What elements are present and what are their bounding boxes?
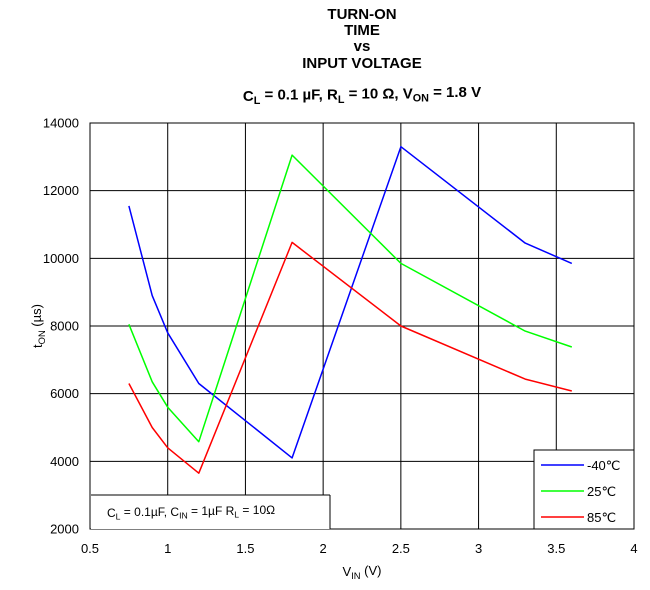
y-tick-label: 8000 — [50, 319, 79, 334]
series-group — [128, 145, 573, 474]
x-tick-label: 2.5 — [392, 541, 410, 556]
legend-label-0: -40℃ — [587, 458, 620, 473]
y-tick-labels: 2000 4000 6000 8000 10000 12000 14000 — [43, 116, 79, 537]
y-tick-label: 2000 — [50, 522, 79, 537]
x-tick-label: 1 — [164, 541, 171, 556]
legend-label-2: 85℃ — [587, 510, 616, 525]
y-tick-label: 14000 — [43, 116, 79, 131]
legend: -40℃ 25℃ 85℃ — [533, 449, 635, 530]
conditions-note-text: CL = 0.1µF, CIN = 1µF RL = 10Ω — [107, 503, 275, 522]
series-line-2 — [128, 241, 572, 474]
x-tick-label: 0.5 — [81, 541, 99, 556]
title-line-1: TURN-ON — [327, 6, 396, 23]
grid — [90, 123, 634, 529]
y-tick-label: 4000 — [50, 454, 79, 469]
y-tick-label: 6000 — [50, 386, 79, 401]
x-tick-labels: 0.5 1 1.5 2 2.5 3 3.5 4 — [81, 541, 638, 556]
legend-box — [533, 449, 635, 530]
x-tick-label: 4 — [630, 541, 637, 556]
series-line-0 — [128, 145, 573, 459]
x-tick-label: 1.5 — [236, 541, 254, 556]
y-tick-label: 12000 — [43, 183, 79, 198]
note-box — [91, 495, 330, 529]
conditions-note: CL = 0.1µF, CIN = 1µF RL = 10Ω — [91, 494, 331, 529]
y-axis-label: tON (µs) — [29, 304, 47, 348]
title-line-2: TIME — [344, 22, 380, 39]
chart-subtitle: CL = 0.1 µF, RL = 10 Ω, VON = 1.8 V — [243, 84, 481, 107]
x-tick-label: 3.5 — [547, 541, 565, 556]
x-tick-label: 2 — [320, 541, 327, 556]
title-line-4: INPUT VOLTAGE — [302, 55, 421, 72]
x-axis-label-text: VIN (V) — [343, 563, 382, 581]
title-line-3: vs — [354, 38, 371, 55]
y-tick-label: 10000 — [43, 251, 79, 266]
series-line-1 — [128, 154, 573, 443]
y-axis-label-text: tON (µs) — [29, 304, 47, 348]
x-tick-label: 3 — [475, 541, 482, 556]
subtitle-text: CL = 0.1 µF, RL = 10 Ω, VON = 1.8 V — [243, 84, 481, 107]
plot-frame — [89, 122, 635, 530]
legend-label-1: 25℃ — [587, 484, 616, 499]
x-axis-label: VIN (V) — [343, 563, 382, 581]
